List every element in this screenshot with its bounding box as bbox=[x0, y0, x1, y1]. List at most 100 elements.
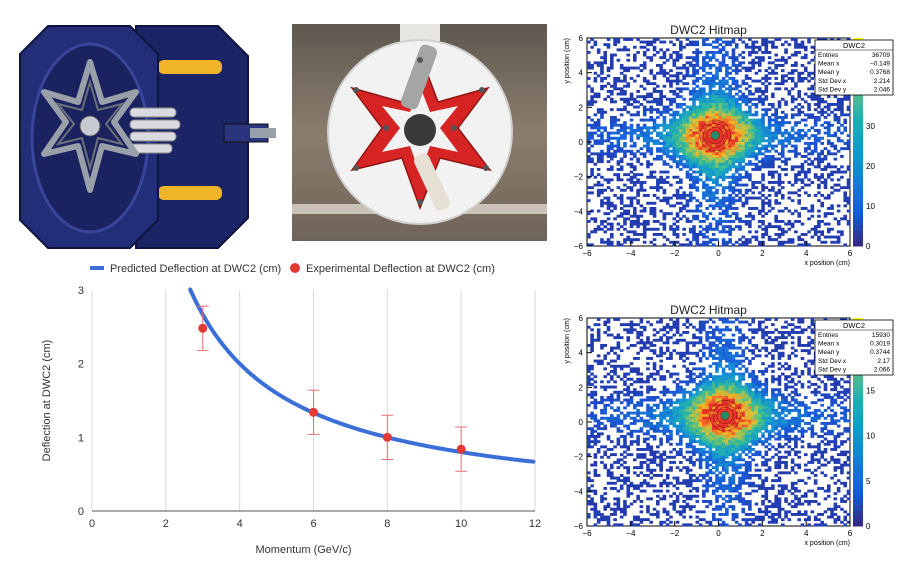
hitmap-cell bbox=[754, 134, 759, 138]
hitmap-cell bbox=[688, 515, 693, 519]
hitmap-cell bbox=[649, 468, 654, 472]
hitmap-cell bbox=[705, 331, 709, 334]
hitmap-cell bbox=[718, 458, 723, 462]
hitmap-cell bbox=[711, 191, 716, 195]
hitmap-cell bbox=[596, 510, 601, 514]
hitmap-cell bbox=[813, 227, 818, 231]
hitmap-cell bbox=[721, 357, 726, 360]
hitmap-cell bbox=[715, 103, 719, 106]
hitmap-cell bbox=[695, 233, 700, 236]
hitmap-cell bbox=[734, 155, 739, 158]
hitmap-cell bbox=[820, 123, 824, 127]
hitmap-cell bbox=[685, 220, 690, 223]
hitmap-cell bbox=[721, 318, 726, 321]
hitmap-cell bbox=[725, 212, 729, 216]
hitmap-cell bbox=[688, 445, 693, 449]
hitmap-cell bbox=[606, 474, 611, 477]
hitmap-cell bbox=[639, 131, 644, 135]
hitmap-cell bbox=[738, 61, 742, 65]
hitmap-cell bbox=[606, 136, 611, 140]
hitmap-cell bbox=[748, 84, 752, 88]
hitmap-cell bbox=[731, 131, 736, 135]
hitmap-cell bbox=[593, 468, 598, 472]
hitmap-cell bbox=[764, 129, 769, 132]
hitmap-cell bbox=[767, 188, 772, 192]
hitmap-cell bbox=[840, 113, 844, 117]
hitmap-cell bbox=[836, 222, 841, 226]
hitmap-cell bbox=[728, 116, 732, 119]
hitmap-cell bbox=[698, 372, 703, 376]
hitmap-cell bbox=[629, 188, 634, 192]
hitmap-cell bbox=[734, 134, 739, 138]
hitmap-cell bbox=[619, 429, 624, 433]
hitmap-cell bbox=[636, 134, 640, 138]
hitmap-cell bbox=[751, 66, 755, 70]
hitmap-cell bbox=[790, 165, 795, 169]
hitmap-cell bbox=[596, 401, 601, 405]
hitmap-cell bbox=[715, 129, 719, 132]
hitmap-cell bbox=[679, 144, 683, 148]
hitmap-cell bbox=[649, 414, 654, 418]
hitmap-cell bbox=[685, 131, 690, 135]
hitmap-cell bbox=[708, 92, 713, 96]
hitmap-cell bbox=[596, 435, 601, 438]
hitmap-cell bbox=[675, 56, 680, 60]
hitmap-cell bbox=[662, 40, 667, 44]
hitmap-cell bbox=[669, 74, 673, 78]
hitmap-cell bbox=[646, 406, 650, 410]
hitmap-cell bbox=[649, 209, 654, 213]
hitmap-cell bbox=[685, 432, 690, 436]
hitmap-cell bbox=[606, 217, 611, 221]
hitmap-cell bbox=[692, 341, 696, 345]
hitmap-cell bbox=[619, 113, 624, 117]
hitmap-cell bbox=[708, 424, 713, 428]
hitmap-cell bbox=[688, 424, 693, 428]
hitmap-cell bbox=[613, 346, 617, 350]
hitmap-cell bbox=[685, 450, 690, 454]
hitmap-cell bbox=[688, 362, 693, 366]
hitmap-cell bbox=[688, 131, 693, 135]
hitmap-cell bbox=[593, 502, 598, 506]
hitmap-cell bbox=[633, 168, 637, 171]
hitmap-cell bbox=[725, 500, 729, 503]
hitmap-cell bbox=[702, 168, 706, 171]
hitmap-cell bbox=[725, 103, 729, 106]
hitmap-cell bbox=[675, 87, 680, 91]
hitmap-cell bbox=[764, 108, 769, 112]
hitmap-cell bbox=[603, 201, 608, 205]
hitmap-cell bbox=[659, 69, 663, 73]
hitmap-cell bbox=[682, 147, 686, 151]
hitmap-cell bbox=[636, 201, 640, 205]
hitmap-cell bbox=[626, 53, 631, 57]
hitmap-cell bbox=[688, 191, 693, 195]
hitmap-cell bbox=[590, 364, 594, 368]
hitmap-cell bbox=[751, 61, 755, 65]
hitmap-cell bbox=[807, 74, 811, 78]
hitmap-cell bbox=[639, 346, 644, 350]
hitmap-cell bbox=[679, 113, 683, 117]
hitmap-contour bbox=[706, 127, 724, 144]
hitmap-cell bbox=[675, 144, 680, 148]
hitmap-cell bbox=[734, 103, 739, 106]
hitmap-cell bbox=[734, 144, 739, 148]
hitmap-cell bbox=[688, 175, 693, 179]
hitmap-cell bbox=[738, 116, 742, 119]
hitmap-cell bbox=[652, 435, 657, 438]
hitmap-cell bbox=[675, 165, 680, 169]
hitmap-cell bbox=[757, 134, 762, 138]
hitmap-cell bbox=[807, 183, 811, 187]
hitmap-cell bbox=[754, 207, 759, 210]
hitmap-cell bbox=[702, 170, 706, 174]
hitmap-cell bbox=[688, 227, 693, 231]
hitmap-cell bbox=[761, 121, 765, 125]
hitmap-cell bbox=[682, 515, 686, 519]
hitmap-cell bbox=[649, 227, 654, 231]
hitmap-cell bbox=[659, 113, 663, 117]
hitmap-cell bbox=[711, 383, 716, 386]
hitmap-cell bbox=[797, 131, 801, 135]
hitmap-cell bbox=[590, 390, 594, 394]
hitmap-cell bbox=[731, 440, 736, 444]
hitmap-cell bbox=[826, 134, 831, 138]
hitmap-cell bbox=[702, 64, 706, 67]
hitmap-cell bbox=[616, 144, 621, 148]
